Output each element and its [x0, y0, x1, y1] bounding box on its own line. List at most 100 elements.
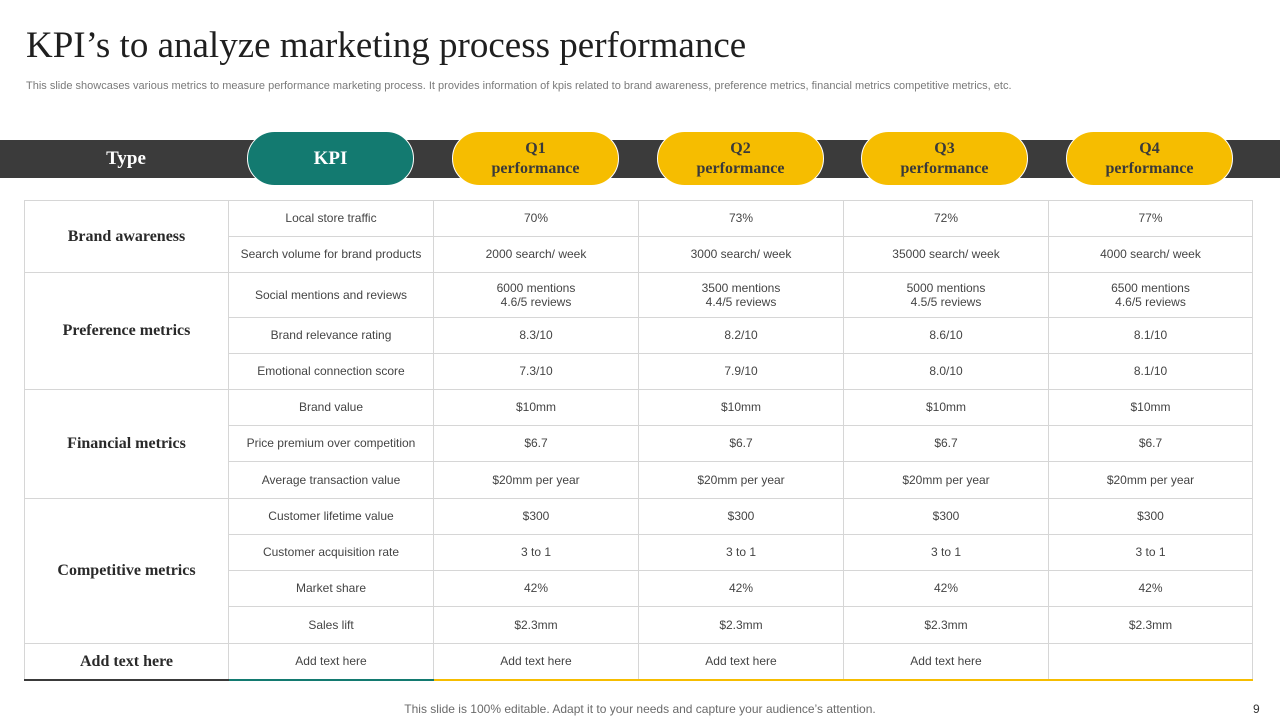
q2-cell: $10mm	[638, 389, 844, 426]
header-type: Type	[106, 148, 146, 169]
q1-cell: $300	[433, 498, 639, 535]
q4-reviews: 4.6/5 reviews	[1115, 295, 1186, 309]
table-row: Emotional connection score 7.3/10 7.9/10…	[25, 353, 1253, 390]
page-number: 9	[1253, 702, 1260, 716]
header-q4-label: Q4	[1139, 140, 1160, 158]
table-row: Add text here Add text here Add text her…	[24, 643, 1253, 681]
q1-cell: 42%	[433, 570, 639, 607]
q2-cell: 8.2/10	[638, 317, 844, 354]
q4-cell: $20mm per year	[1048, 461, 1253, 499]
header-q3-sub: performance	[900, 159, 989, 177]
q1-cell: $6.7	[433, 425, 639, 462]
q4-cell: $300	[1048, 498, 1253, 535]
table-row: Sales lift $2.3mm $2.3mm $2.3mm $2.3mm	[25, 606, 1253, 644]
kpi-cell: Price premium over competition	[228, 425, 434, 462]
slide-footer: This slide is 100% editable. Adapt it to…	[404, 702, 876, 716]
q1-reviews: 4.6/5 reviews	[500, 295, 572, 309]
q3-mentions: 5000 mentions	[906, 280, 986, 295]
q1-cell: 8.3/10	[433, 317, 639, 354]
q3-cell: $10mm	[843, 389, 1049, 426]
q2-cell: 42%	[638, 570, 844, 607]
q3-cell: $20mm per year	[843, 461, 1049, 499]
kpi-cell: Local store traffic	[228, 200, 434, 237]
table-row: Price premium over competition $6.7 $6.7…	[25, 425, 1253, 462]
q2-cell: $6.7	[638, 425, 844, 462]
q1-cell: $2.3mm	[433, 606, 639, 644]
q2-cell: 73%	[638, 200, 844, 237]
q3-cell: 3 to 1	[843, 534, 1049, 571]
q3-cell: 8.6/10	[843, 317, 1049, 354]
q2-cell: 7.9/10	[638, 353, 844, 390]
q4-mentions: 6500 mentions	[1111, 280, 1190, 295]
q1-mentions: 6000 mentions	[496, 280, 576, 295]
q2-cell: 3500 mentions 4.4/5 reviews	[638, 272, 844, 318]
q2-cell: $20mm per year	[638, 461, 844, 499]
table-row: Brand relevance rating 8.3/10 8.2/10 8.6…	[25, 317, 1253, 354]
q4-cell: $6.7	[1048, 425, 1253, 462]
kpi-table: Brand awareness Local store traffic 70% …	[24, 200, 1253, 681]
table-row: Financial metrics Brand value $10mm $10m…	[24, 389, 1253, 499]
category-preference-metrics: Preference metrics	[24, 272, 229, 390]
header-q1-label: Q1	[525, 140, 546, 158]
q2-cell: Add text here	[638, 643, 844, 681]
q4-cell: $10mm	[1048, 389, 1253, 426]
kpi-cell: Brand relevance rating	[228, 317, 434, 354]
kpi-cell: Brand value	[228, 389, 434, 426]
header-q2-pill: Q2 performance	[657, 131, 824, 186]
kpi-cell: Add text here	[228, 643, 434, 681]
header-q4-pill: Q4 performance	[1066, 131, 1233, 186]
kpi-cell: Sales lift	[228, 606, 434, 644]
header-q3-label: Q3	[934, 140, 955, 158]
q4-cell: 3 to 1	[1048, 534, 1253, 571]
slide-subtitle: This slide showcases various metrics to …	[26, 80, 1012, 92]
q3-cell: 8.0/10	[843, 353, 1049, 390]
q3-cell: $6.7	[843, 425, 1049, 462]
q4-cell: 8.1/10	[1048, 353, 1253, 390]
q2-cell: 3000 search/ week	[638, 236, 844, 273]
q1-cell: 7.3/10	[433, 353, 639, 390]
q1-cell: $20mm per year	[433, 461, 639, 499]
q4-cell: 8.1/10	[1048, 317, 1253, 354]
header-q3-pill: Q3 performance	[861, 131, 1028, 186]
table-row: Preference metrics Social mentions and r…	[24, 272, 1253, 390]
q3-cell: 72%	[843, 200, 1049, 237]
q4-cell: 6500 mentions 4.6/5 reviews	[1048, 272, 1253, 318]
q3-cell: 5000 mentions 4.5/5 reviews	[843, 272, 1049, 318]
q1-cell: $10mm	[433, 389, 639, 426]
q4-cell: 4000 search/ week	[1048, 236, 1253, 273]
kpi-cell: Emotional connection score	[228, 353, 434, 390]
table-row: Average transaction value $20mm per year…	[25, 461, 1253, 499]
slide-title: KPI’s to analyze marketing process perfo…	[26, 25, 747, 66]
q1-cell: Add text here	[433, 643, 639, 681]
q1-cell: 6000 mentions 4.6/5 reviews	[433, 272, 639, 318]
kpi-cell: Market share	[228, 570, 434, 607]
kpi-cell: Social mentions and reviews	[228, 272, 434, 318]
category-financial-metrics: Financial metrics	[24, 389, 229, 499]
kpi-cell: Average transaction value	[228, 461, 434, 499]
q2-cell: $2.3mm	[638, 606, 844, 644]
q2-mentions: 3500 mentions	[701, 280, 781, 295]
kpi-cell: Customer acquisition rate	[228, 534, 434, 571]
q3-cell: 35000 search/ week	[843, 236, 1049, 273]
q3-reviews: 4.5/5 reviews	[910, 295, 982, 309]
q2-cell: 3 to 1	[638, 534, 844, 571]
q4-cell	[1048, 643, 1253, 681]
q1-cell: 70%	[433, 200, 639, 237]
category-brand-awareness: Brand awareness	[24, 200, 229, 273]
q2-cell: $300	[638, 498, 844, 535]
q3-cell: $300	[843, 498, 1049, 535]
q4-cell: $2.3mm	[1048, 606, 1253, 644]
q4-cell: 77%	[1048, 200, 1253, 237]
table-row: Brand awareness Local store traffic 70% …	[24, 200, 1253, 273]
q1-cell: 3 to 1	[433, 534, 639, 571]
header-q1-pill: Q1 performance	[452, 131, 619, 186]
q1-cell: 2000 search/ week	[433, 236, 639, 273]
header-q2-label: Q2	[730, 140, 751, 158]
header-kpi-pill: KPI	[247, 131, 414, 186]
header-q2-sub: performance	[696, 159, 785, 177]
kpi-cell: Search volume for brand products	[228, 236, 434, 273]
category-add-text: Add text here	[24, 643, 229, 681]
category-competitive-metrics: Competitive metrics	[24, 498, 229, 644]
q4-cell: 42%	[1048, 570, 1253, 607]
table-row: Competitive metrics Customer lifetime va…	[24, 498, 1253, 644]
